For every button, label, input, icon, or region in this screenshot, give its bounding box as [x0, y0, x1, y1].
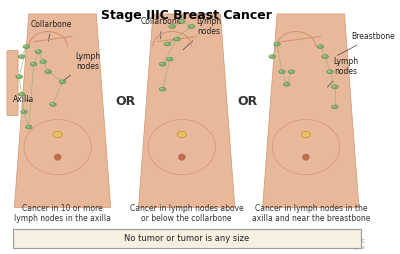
- Ellipse shape: [177, 131, 186, 138]
- Ellipse shape: [16, 75, 22, 79]
- Ellipse shape: [18, 55, 25, 58]
- Ellipse shape: [30, 62, 37, 66]
- Text: Lymph
nodes: Lymph nodes: [328, 57, 358, 87]
- Ellipse shape: [270, 55, 272, 57]
- Ellipse shape: [160, 88, 162, 89]
- Ellipse shape: [23, 45, 30, 49]
- Ellipse shape: [318, 45, 320, 46]
- Ellipse shape: [332, 85, 338, 89]
- Ellipse shape: [284, 83, 287, 84]
- Text: Collarbone: Collarbone: [140, 17, 182, 39]
- Polygon shape: [263, 14, 359, 208]
- FancyBboxPatch shape: [7, 50, 18, 116]
- Ellipse shape: [21, 110, 27, 114]
- Ellipse shape: [50, 103, 56, 106]
- Text: Lymph
nodes: Lymph nodes: [61, 52, 101, 83]
- Ellipse shape: [159, 87, 166, 91]
- Ellipse shape: [274, 42, 280, 46]
- Ellipse shape: [19, 55, 22, 57]
- Ellipse shape: [332, 105, 338, 109]
- Text: Breastbone: Breastbone: [337, 32, 395, 55]
- Ellipse shape: [303, 154, 309, 160]
- Ellipse shape: [41, 60, 43, 61]
- Ellipse shape: [317, 45, 324, 49]
- Text: Lymph
nodes: Lymph nodes: [183, 17, 221, 50]
- Ellipse shape: [19, 93, 22, 94]
- Ellipse shape: [280, 70, 282, 72]
- Ellipse shape: [53, 131, 62, 138]
- Ellipse shape: [36, 50, 38, 52]
- Ellipse shape: [322, 55, 328, 58]
- Ellipse shape: [26, 125, 32, 129]
- Ellipse shape: [272, 119, 340, 175]
- Ellipse shape: [188, 25, 195, 28]
- Text: Collarbone: Collarbone: [31, 20, 72, 41]
- Ellipse shape: [189, 25, 192, 26]
- Text: OR: OR: [238, 96, 258, 108]
- Polygon shape: [14, 14, 111, 208]
- Ellipse shape: [45, 70, 52, 74]
- Text: Axilla: Axilla: [12, 95, 34, 104]
- Polygon shape: [138, 14, 235, 208]
- Text: Cancer in 10 or more
lymph nodes in the axilla: Cancer in 10 or more lymph nodes in the …: [14, 204, 111, 223]
- Ellipse shape: [269, 55, 276, 58]
- Ellipse shape: [283, 82, 290, 86]
- Ellipse shape: [22, 110, 24, 112]
- Text: OR: OR: [115, 96, 136, 108]
- Ellipse shape: [46, 70, 48, 72]
- Ellipse shape: [328, 70, 330, 72]
- Ellipse shape: [178, 20, 185, 23]
- Ellipse shape: [51, 103, 53, 104]
- Ellipse shape: [175, 38, 177, 39]
- Ellipse shape: [333, 105, 335, 107]
- Ellipse shape: [18, 92, 25, 96]
- Ellipse shape: [275, 43, 277, 44]
- Ellipse shape: [59, 80, 66, 84]
- Ellipse shape: [180, 20, 182, 21]
- Ellipse shape: [166, 57, 173, 61]
- Ellipse shape: [278, 70, 285, 74]
- Ellipse shape: [174, 37, 180, 41]
- Ellipse shape: [168, 58, 170, 59]
- Ellipse shape: [301, 131, 310, 138]
- Ellipse shape: [24, 119, 92, 175]
- Text: No tumor or tumor is any size: No tumor or tumor is any size: [124, 234, 249, 243]
- Ellipse shape: [289, 70, 292, 72]
- Ellipse shape: [169, 25, 176, 28]
- Ellipse shape: [26, 126, 29, 127]
- Ellipse shape: [54, 154, 61, 160]
- Ellipse shape: [148, 119, 216, 175]
- Ellipse shape: [160, 63, 162, 64]
- Ellipse shape: [333, 85, 335, 87]
- Ellipse shape: [35, 50, 42, 54]
- Text: Cancer in lymph nodes above
or below the collarbone: Cancer in lymph nodes above or below the…: [130, 204, 244, 223]
- Ellipse shape: [323, 55, 325, 57]
- Ellipse shape: [327, 70, 333, 74]
- Ellipse shape: [165, 43, 167, 44]
- Text: Stage IIIC Breast Cancer: Stage IIIC Breast Cancer: [101, 9, 272, 22]
- FancyBboxPatch shape: [12, 229, 361, 248]
- Ellipse shape: [178, 154, 185, 160]
- Ellipse shape: [32, 63, 34, 64]
- Text: © 2012 Teresa Winslow LLC
U.S. Govt. has certain rights: © 2012 Teresa Winslow LLC U.S. Govt. has…: [296, 239, 364, 250]
- Ellipse shape: [40, 60, 46, 64]
- Ellipse shape: [170, 25, 172, 26]
- Ellipse shape: [164, 42, 171, 46]
- Ellipse shape: [24, 45, 26, 46]
- Ellipse shape: [288, 70, 295, 74]
- Text: Cancer in lymph nodes in the
axilla and near the breastbone: Cancer in lymph nodes in the axilla and …: [252, 204, 370, 223]
- Ellipse shape: [17, 75, 19, 77]
- Ellipse shape: [60, 81, 62, 82]
- Ellipse shape: [159, 62, 166, 66]
